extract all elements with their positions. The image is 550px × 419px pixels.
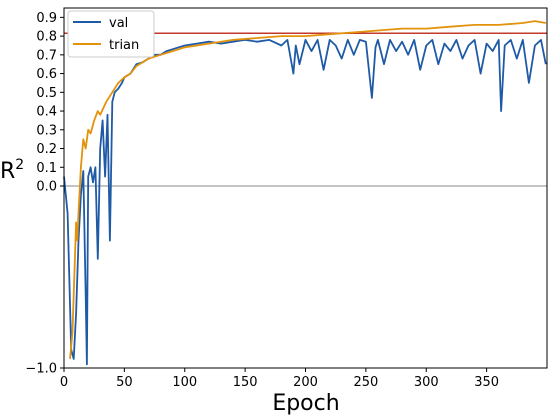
y-tick-label: 0.3 — [36, 123, 57, 138]
y-axis-label-base: R — [0, 159, 15, 184]
x-tick-label: 0 — [60, 375, 68, 390]
x-tick-label: 200 — [293, 375, 318, 390]
y-tick-label: 0.7 — [36, 48, 57, 63]
y-tick-label: 0.6 — [36, 67, 57, 82]
legend-label-val: val — [109, 16, 128, 31]
legend: val trian — [67, 10, 155, 58]
series-line-val — [63, 39, 547, 366]
x-tick-label: 100 — [172, 375, 197, 390]
y-axis-label: R2 — [0, 157, 24, 184]
y-tick-label: 0.0 — [36, 180, 57, 195]
y-axis-label-superscript: 2 — [15, 157, 24, 173]
y-tick-label: 0.8 — [36, 30, 57, 45]
x-axis-ticks: 0 50 100 150 200 250 300 350 — [60, 368, 499, 390]
x-axis-label: Epoch — [272, 391, 339, 416]
y-tick-label: 0.9 — [36, 11, 57, 26]
series-layer — [63, 20, 547, 366]
x-tick-label: 350 — [474, 375, 499, 390]
y-tick-label: 0.5 — [36, 86, 57, 101]
y-tick-label: 0.2 — [36, 142, 57, 157]
x-tick-label: 150 — [233, 375, 258, 390]
y-tick-label: 0.4 — [36, 105, 57, 120]
y-tick-label: 0.1 — [36, 161, 57, 176]
plot-background — [64, 8, 547, 368]
y-tick-label: −1.0 — [25, 362, 57, 377]
x-tick-label: 300 — [414, 375, 439, 390]
y-axis-ticks: −1.0 0.0 0.1 0.2 0.3 0.4 0.5 0.6 0.7 0.8 0.9 — [25, 11, 64, 377]
x-tick-label: 50 — [116, 375, 133, 390]
legend-label-trian: trian — [109, 38, 139, 53]
series-line-trian — [69, 20, 546, 359]
x-tick-label: 250 — [353, 375, 378, 390]
